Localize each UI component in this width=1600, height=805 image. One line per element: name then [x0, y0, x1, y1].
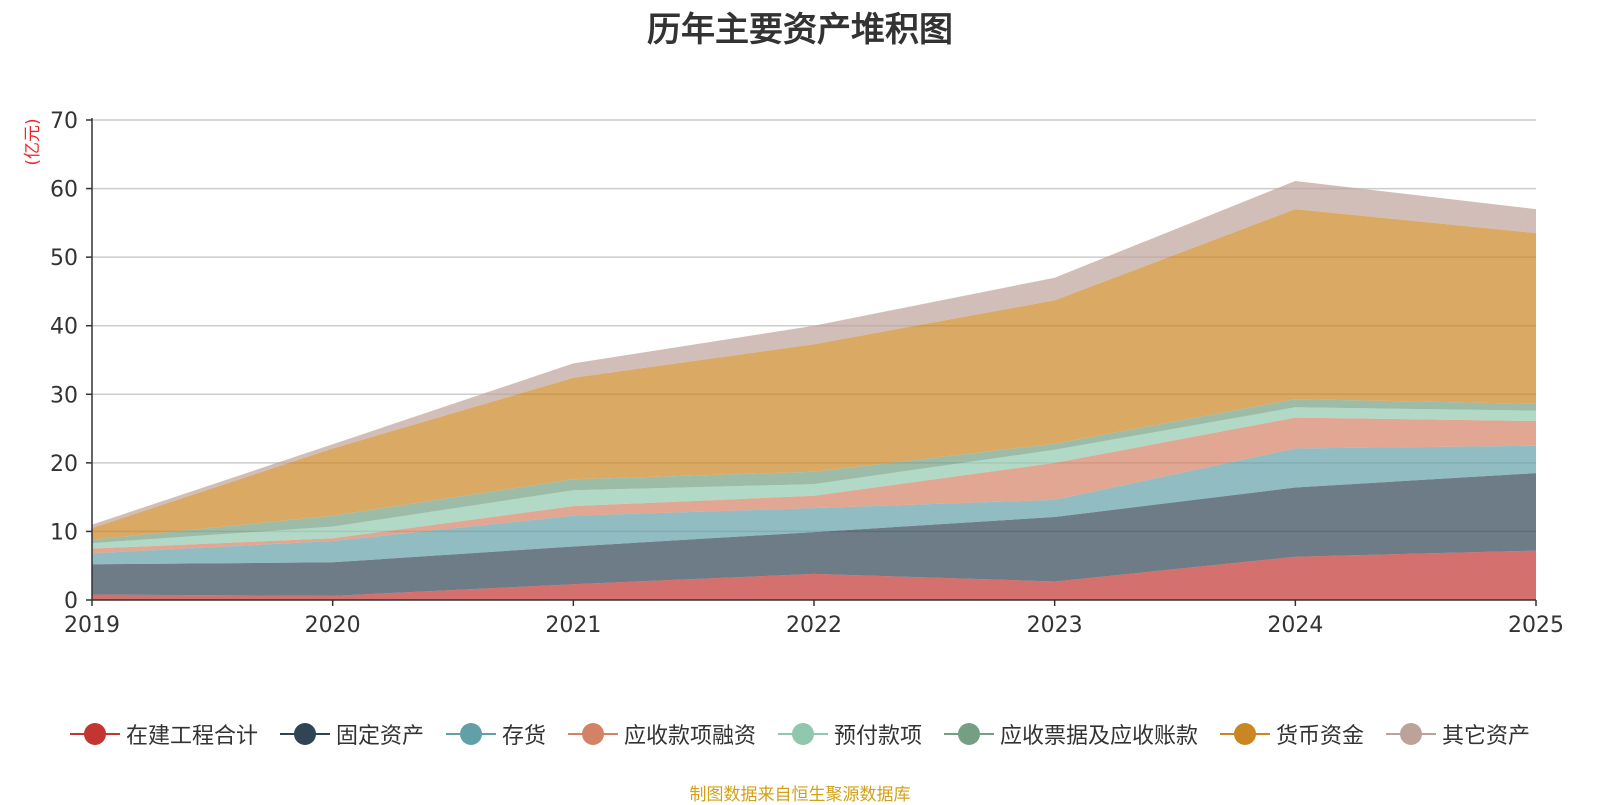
area-series	[92, 399, 1536, 544]
legend-label: 货币资金	[1276, 724, 1365, 749]
area-series	[92, 209, 1536, 540]
y-tick-label: 0	[64, 589, 78, 614]
legend-item[interactable]: 应收款项融资	[567, 718, 756, 750]
y-tick-label: 10	[50, 520, 78, 545]
y-tick-label: 20	[50, 452, 78, 477]
x-tick-label: 2020	[305, 613, 361, 638]
area-series	[92, 473, 1536, 596]
x-tick-label: 2021	[545, 613, 601, 638]
legend-label: 固定资产	[335, 724, 424, 749]
axes: 0 10 20 30 40 50 60 70 2019 2020 2021 2022 2023 2024 2…	[50, 109, 1564, 638]
legend-item[interactable]: 其它资产	[1386, 718, 1530, 750]
legend-item[interactable]: 固定资产	[279, 718, 424, 750]
chart-area: 0 10 20 30 40 50 60 70 2019 2020 2021 2022 2023 2024 2…	[23, 109, 1564, 638]
y-tick-label: 40	[50, 315, 78, 340]
legend-item[interactable]: 存货	[445, 718, 546, 750]
area-series	[92, 417, 1536, 554]
x-tick-label: 2024	[1267, 613, 1323, 638]
source-note: 制图数据来自恒生聚源数据库	[689, 785, 911, 805]
legend-label: 存货	[501, 724, 546, 749]
y-tick-label: 70	[50, 109, 78, 134]
legend-marker-icon	[445, 722, 496, 746]
legend-marker-icon	[279, 722, 330, 746]
legend-label: 其它资产	[1442, 724, 1531, 749]
y-axis-label: (亿元)	[23, 118, 43, 165]
area-series	[92, 407, 1536, 549]
legend-item[interactable]: 应收票据及应收账款	[944, 718, 1198, 750]
area-series	[92, 445, 1536, 565]
legend-item[interactable]: 在建工程合计	[69, 718, 258, 750]
legend: 在建工程合计 固定资产 存货 应收款项融资 预付款项 应收票据及应收账款 货币资金 其它资产	[0, 716, 1600, 752]
legend-label: 应收票据及应收账款	[1000, 724, 1199, 749]
area-series	[92, 181, 1536, 528]
chart-title: 历年主要资产堆积图	[647, 10, 953, 50]
y-tick-label: 50	[50, 246, 78, 271]
legend-marker-icon	[1220, 722, 1271, 746]
x-tick-label: 2025	[1508, 613, 1564, 638]
legend-marker-icon	[944, 722, 995, 746]
legend-label: 预付款项	[834, 724, 923, 749]
x-tick-label: 2022	[786, 613, 842, 638]
x-tick-label: 2023	[1027, 613, 1083, 638]
area-series-group	[92, 181, 1536, 600]
area-series	[92, 550, 1536, 600]
y-tick-label: 30	[50, 383, 78, 408]
legend-label: 在建工程合计	[125, 724, 258, 749]
legend-label: 应收款项融资	[623, 724, 756, 749]
legend-marker-icon	[1386, 722, 1437, 746]
legend-item[interactable]: 货币资金	[1220, 718, 1364, 750]
legend-marker-icon	[778, 722, 828, 746]
y-tick-label: 60	[50, 178, 78, 203]
legend-marker-icon	[69, 722, 120, 746]
x-tick-label: 2019	[64, 613, 120, 638]
legend-item[interactable]: 预付款项	[778, 718, 922, 750]
legend-marker-icon	[567, 722, 618, 746]
